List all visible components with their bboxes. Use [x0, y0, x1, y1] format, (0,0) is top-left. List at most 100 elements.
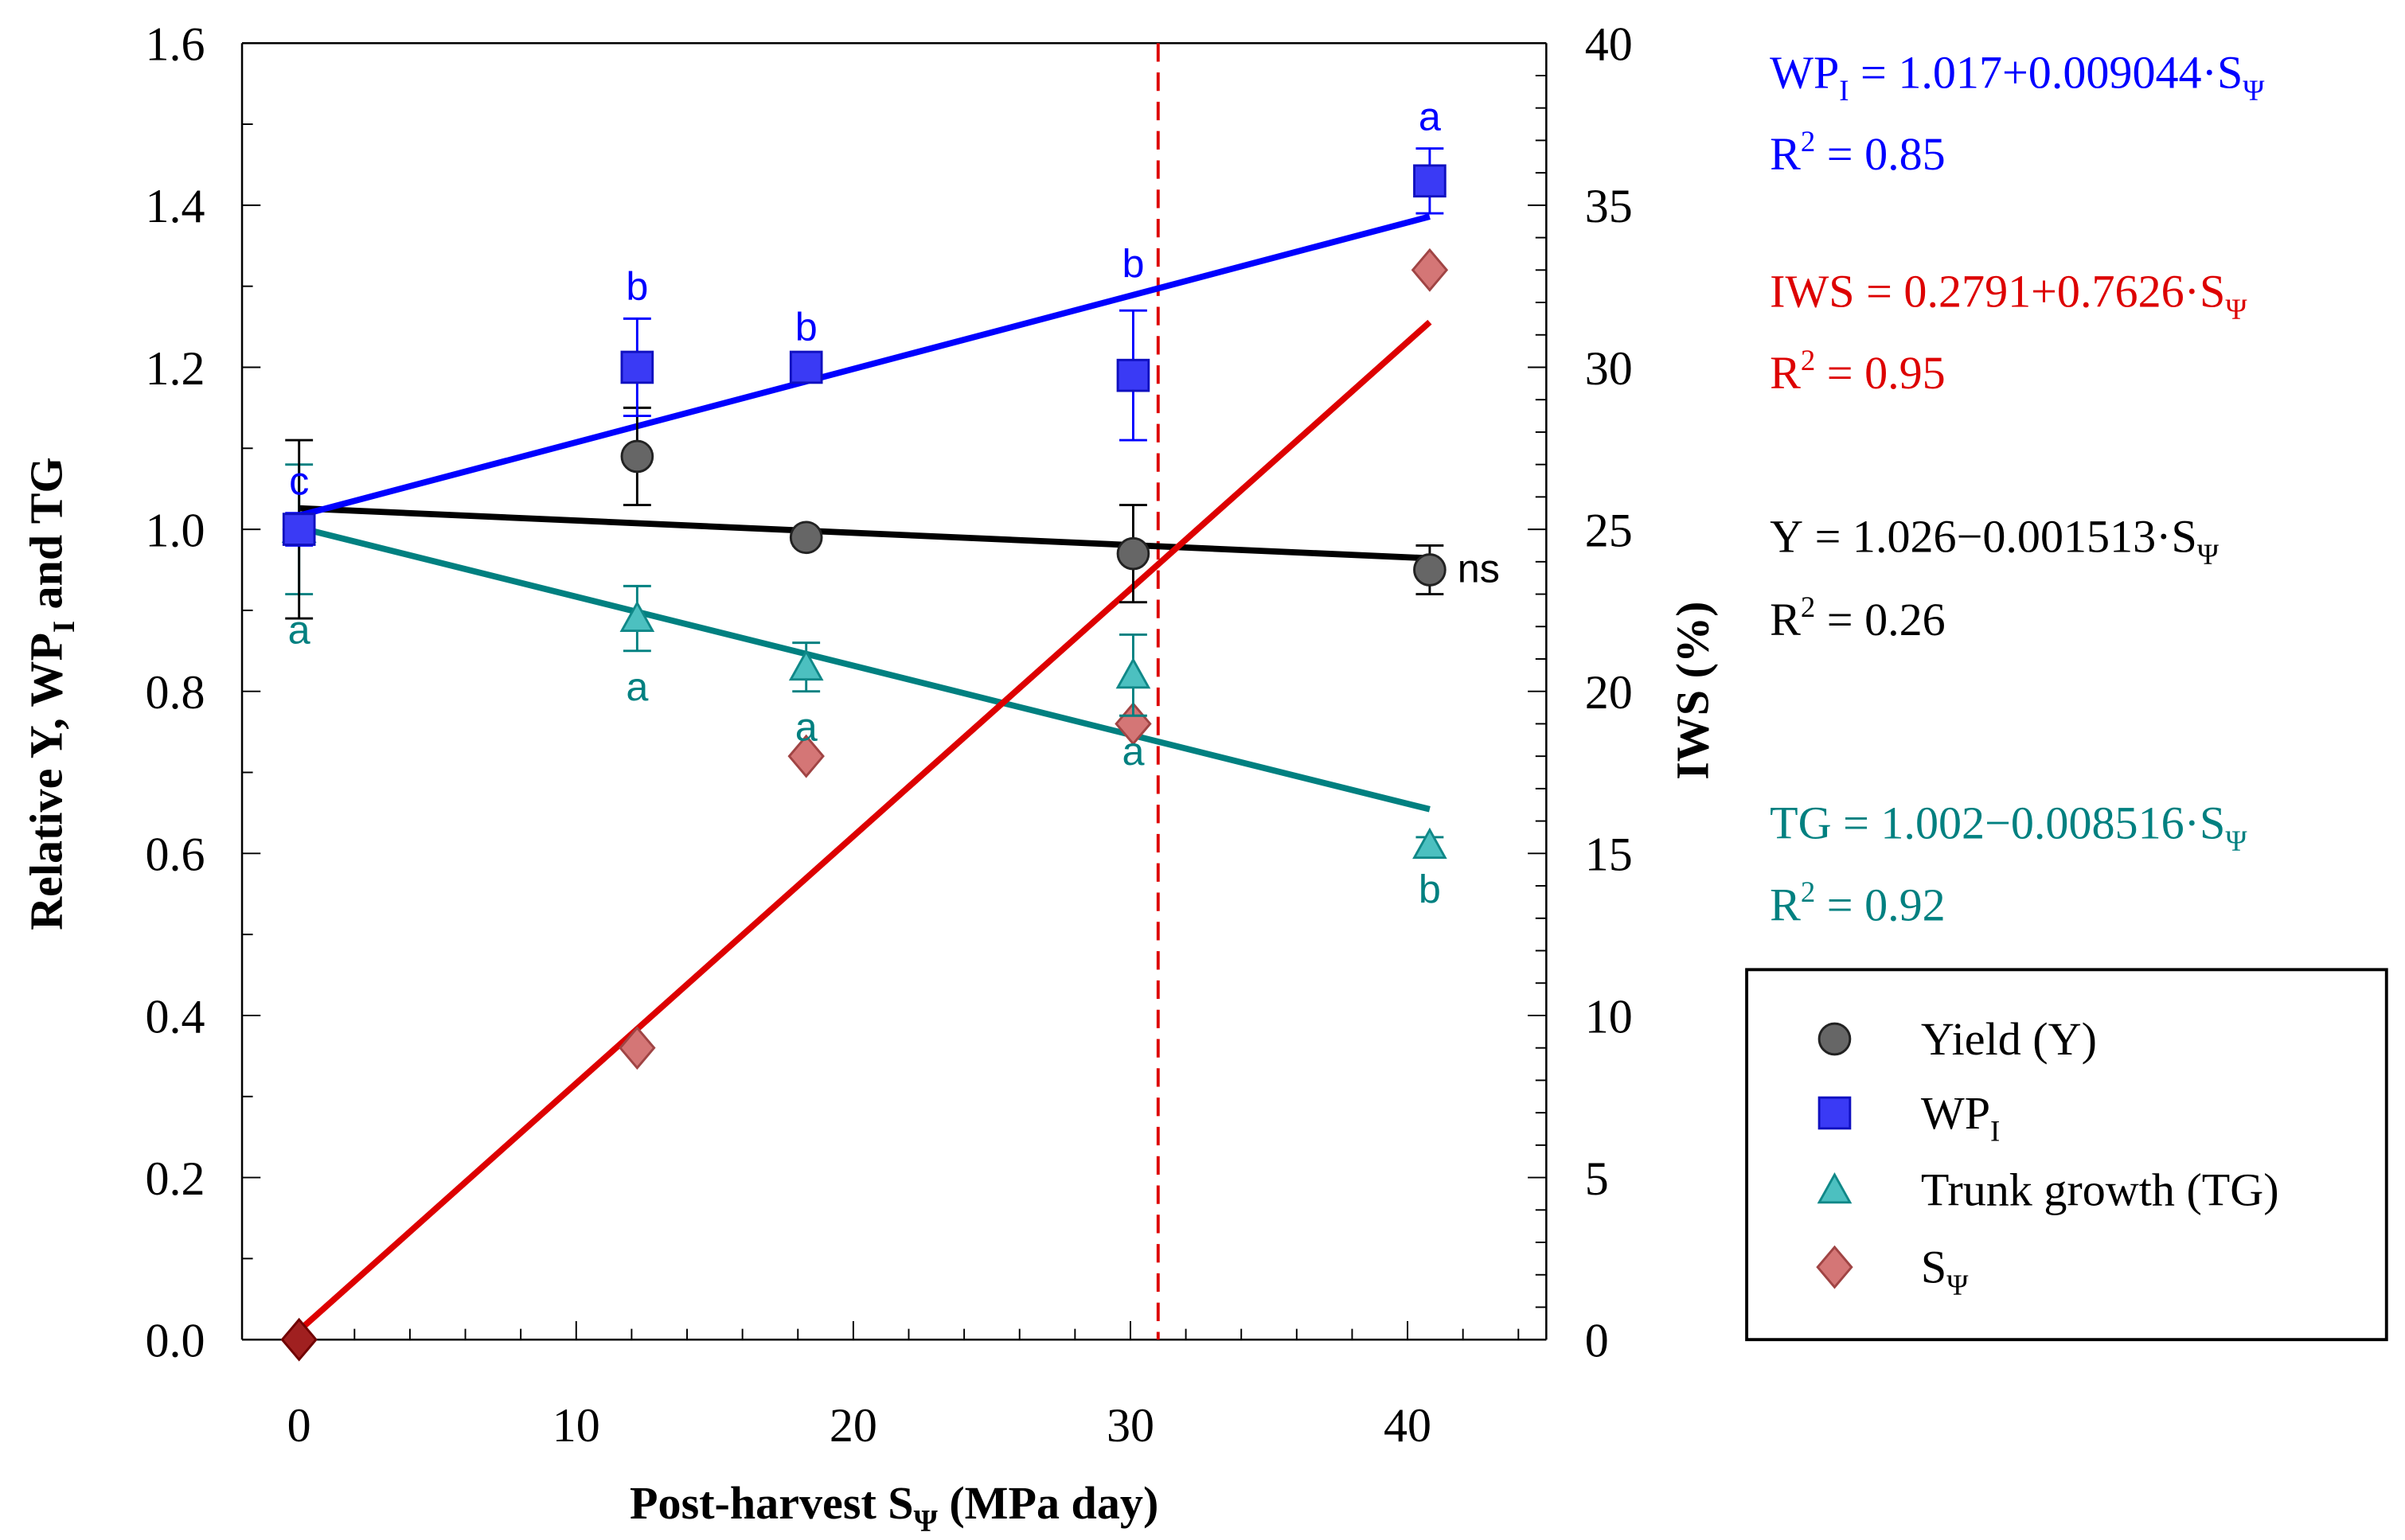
tg-point [619, 600, 655, 633]
legend-label-tg: Trunk growth (TG) [1921, 1164, 2279, 1216]
equation-lhs: Y [1770, 510, 1803, 562]
legend-label-sub: I [1990, 1114, 2000, 1147]
legend-label-s: SΨ [1921, 1242, 1969, 1302]
wp-point [620, 350, 654, 384]
legend: Yield (Y) WPI Trunk growth (TG) SΨ [1745, 968, 2388, 1342]
y-right-tick-label: 30 [1585, 342, 1633, 395]
tg-fit-line [298, 524, 1431, 813]
wp-point [789, 350, 823, 384]
y-right-tick-label: 35 [1585, 180, 1633, 232]
axes: 0 10 20 30 40 0.0 0.2 0.4 0.6 0.8 1.0 1.2 1.4 1.6 0 5 10… [20, 18, 1718, 1538]
r2-iws: R2 = 0.95 [1770, 344, 1946, 399]
equation-rhs: = 0.2791+0.7626·S [1855, 265, 2226, 317]
wp-significance-letter: b [795, 304, 818, 349]
s-point [280, 1317, 318, 1362]
y-left-axis-label-tail: and TG [20, 457, 72, 621]
y-left-axis-label-sub: I [47, 621, 81, 633]
r2-superscript: 2 [1801, 591, 1815, 623]
y-right-tick-label: 25 [1585, 504, 1633, 556]
s-point [787, 734, 825, 778]
x-tick-label: 40 [1384, 1399, 1431, 1452]
y-left-tick-label: 1.4 [146, 180, 205, 232]
r2-label: R [1770, 879, 1801, 930]
legend-box [1745, 968, 2388, 1342]
y-right-tick-label: 15 [1585, 828, 1633, 881]
y-left-tick-label: 1.0 [146, 504, 205, 556]
r2-value: = 0.85 [1815, 128, 1945, 180]
tg-point [1412, 827, 1447, 860]
x-axis-label-main: Post-harvest S [630, 1477, 914, 1529]
s-point [1411, 248, 1449, 292]
r2-wp: R2 = 0.85 [1770, 125, 1946, 180]
legend-label-sub: Ψ [1946, 1269, 1969, 1301]
r2-superscript: 2 [1801, 344, 1815, 376]
x-axis-label-tail: (MPa day) [938, 1477, 1158, 1529]
y-left-tick-label: 1.6 [146, 18, 205, 71]
tg-significance-letter: a [626, 664, 648, 709]
y-right-tick-label: 5 [1585, 1152, 1609, 1205]
wp-fit-line [298, 213, 1431, 519]
equation-rhs-sub: Ψ [2243, 74, 2265, 107]
equation-rhs-sub: Ψ [2225, 825, 2247, 857]
legend-marker-yield [1817, 1022, 1852, 1056]
x-tick-label: 0 [287, 1399, 311, 1452]
r2-value: = 0.95 [1815, 347, 1945, 399]
legend-label-text: S [1921, 1242, 1946, 1293]
r2-label: R [1770, 128, 1801, 180]
y-left-tick-label: 0.2 [146, 1152, 205, 1205]
legend-label-text: Yield (Y) [1921, 1013, 2097, 1065]
wp-significance-letter: c [289, 458, 309, 503]
legend-marker-s [1816, 1245, 1853, 1289]
y-left-axis-label-main: Relative Y, WP [20, 633, 72, 930]
tg-significance-letter: a [795, 704, 818, 750]
equation-lhs-sub: I [1839, 74, 1849, 107]
tg-point [788, 649, 824, 681]
legend-label-wp: WPI [1921, 1087, 2000, 1148]
x-tick-label: 20 [830, 1399, 877, 1452]
legend-marker-wp [1817, 1096, 1852, 1130]
y-left-tick-label: 1.2 [146, 342, 205, 395]
tg-point [1115, 657, 1151, 689]
equation-iws: IWS = 0.2791+0.7626·SΨ [1770, 265, 2247, 326]
y-left-tick-label: 0.6 [146, 828, 205, 881]
equation-tg: TG = 1.002−0.008516·SΨ [1770, 797, 2247, 858]
wp-point [1413, 164, 1447, 198]
equation-rhs: = 1.026−0.001513·S [1803, 510, 2197, 562]
r2-superscript: 2 [1801, 125, 1815, 158]
equation-rhs: = 1.002−0.008516·S [1832, 797, 2226, 849]
legend-label-text: WP [1921, 1087, 1990, 1139]
wp-point [282, 513, 316, 546]
yield-fit-line [299, 505, 1431, 562]
r2-label: R [1770, 347, 1801, 399]
s-point [1115, 702, 1152, 746]
equation-lhs: IWS [1770, 265, 1854, 317]
wp-significance-letter: b [1122, 241, 1144, 287]
s-point [619, 1026, 656, 1070]
equation-rhs-sub: Ψ [2197, 538, 2220, 571]
y-left-tick-label: 0.8 [146, 666, 205, 719]
s-fit-line [297, 319, 1432, 1333]
yield-significance-letter: ns [1458, 545, 1500, 591]
y-right-tick-label: 0 [1585, 1314, 1609, 1367]
wp-significance-letter: b [626, 263, 648, 309]
y-right-axis-label: IWS (%) [1667, 602, 1719, 780]
yield-point [1116, 536, 1150, 571]
yield-point [789, 520, 823, 555]
legend-marker-tg [1817, 1172, 1853, 1204]
x-axis-label-sub: Ψ [914, 1503, 939, 1538]
yield-point [620, 439, 654, 474]
r2-tg: R2 = 0.92 [1770, 875, 1946, 930]
y-left-tick-label: 0.4 [146, 990, 205, 1043]
x-axis-label: Post-harvest SΨ (MPa day) [630, 1477, 1158, 1538]
y-right-tick-label: 20 [1585, 666, 1633, 719]
y-left-axis-label: Relative Y, WPI and TG [20, 457, 80, 930]
equation-lhs: WP [1770, 46, 1839, 98]
x-tick-label: 10 [552, 1399, 600, 1452]
equation-wp: WPI = 1.017+0.009044·SΨ [1770, 46, 2265, 107]
r2-superscript: 2 [1801, 875, 1815, 908]
legend-label-text: Trunk growth (TG) [1921, 1164, 2279, 1216]
equation-lhs: TG [1770, 797, 1831, 849]
